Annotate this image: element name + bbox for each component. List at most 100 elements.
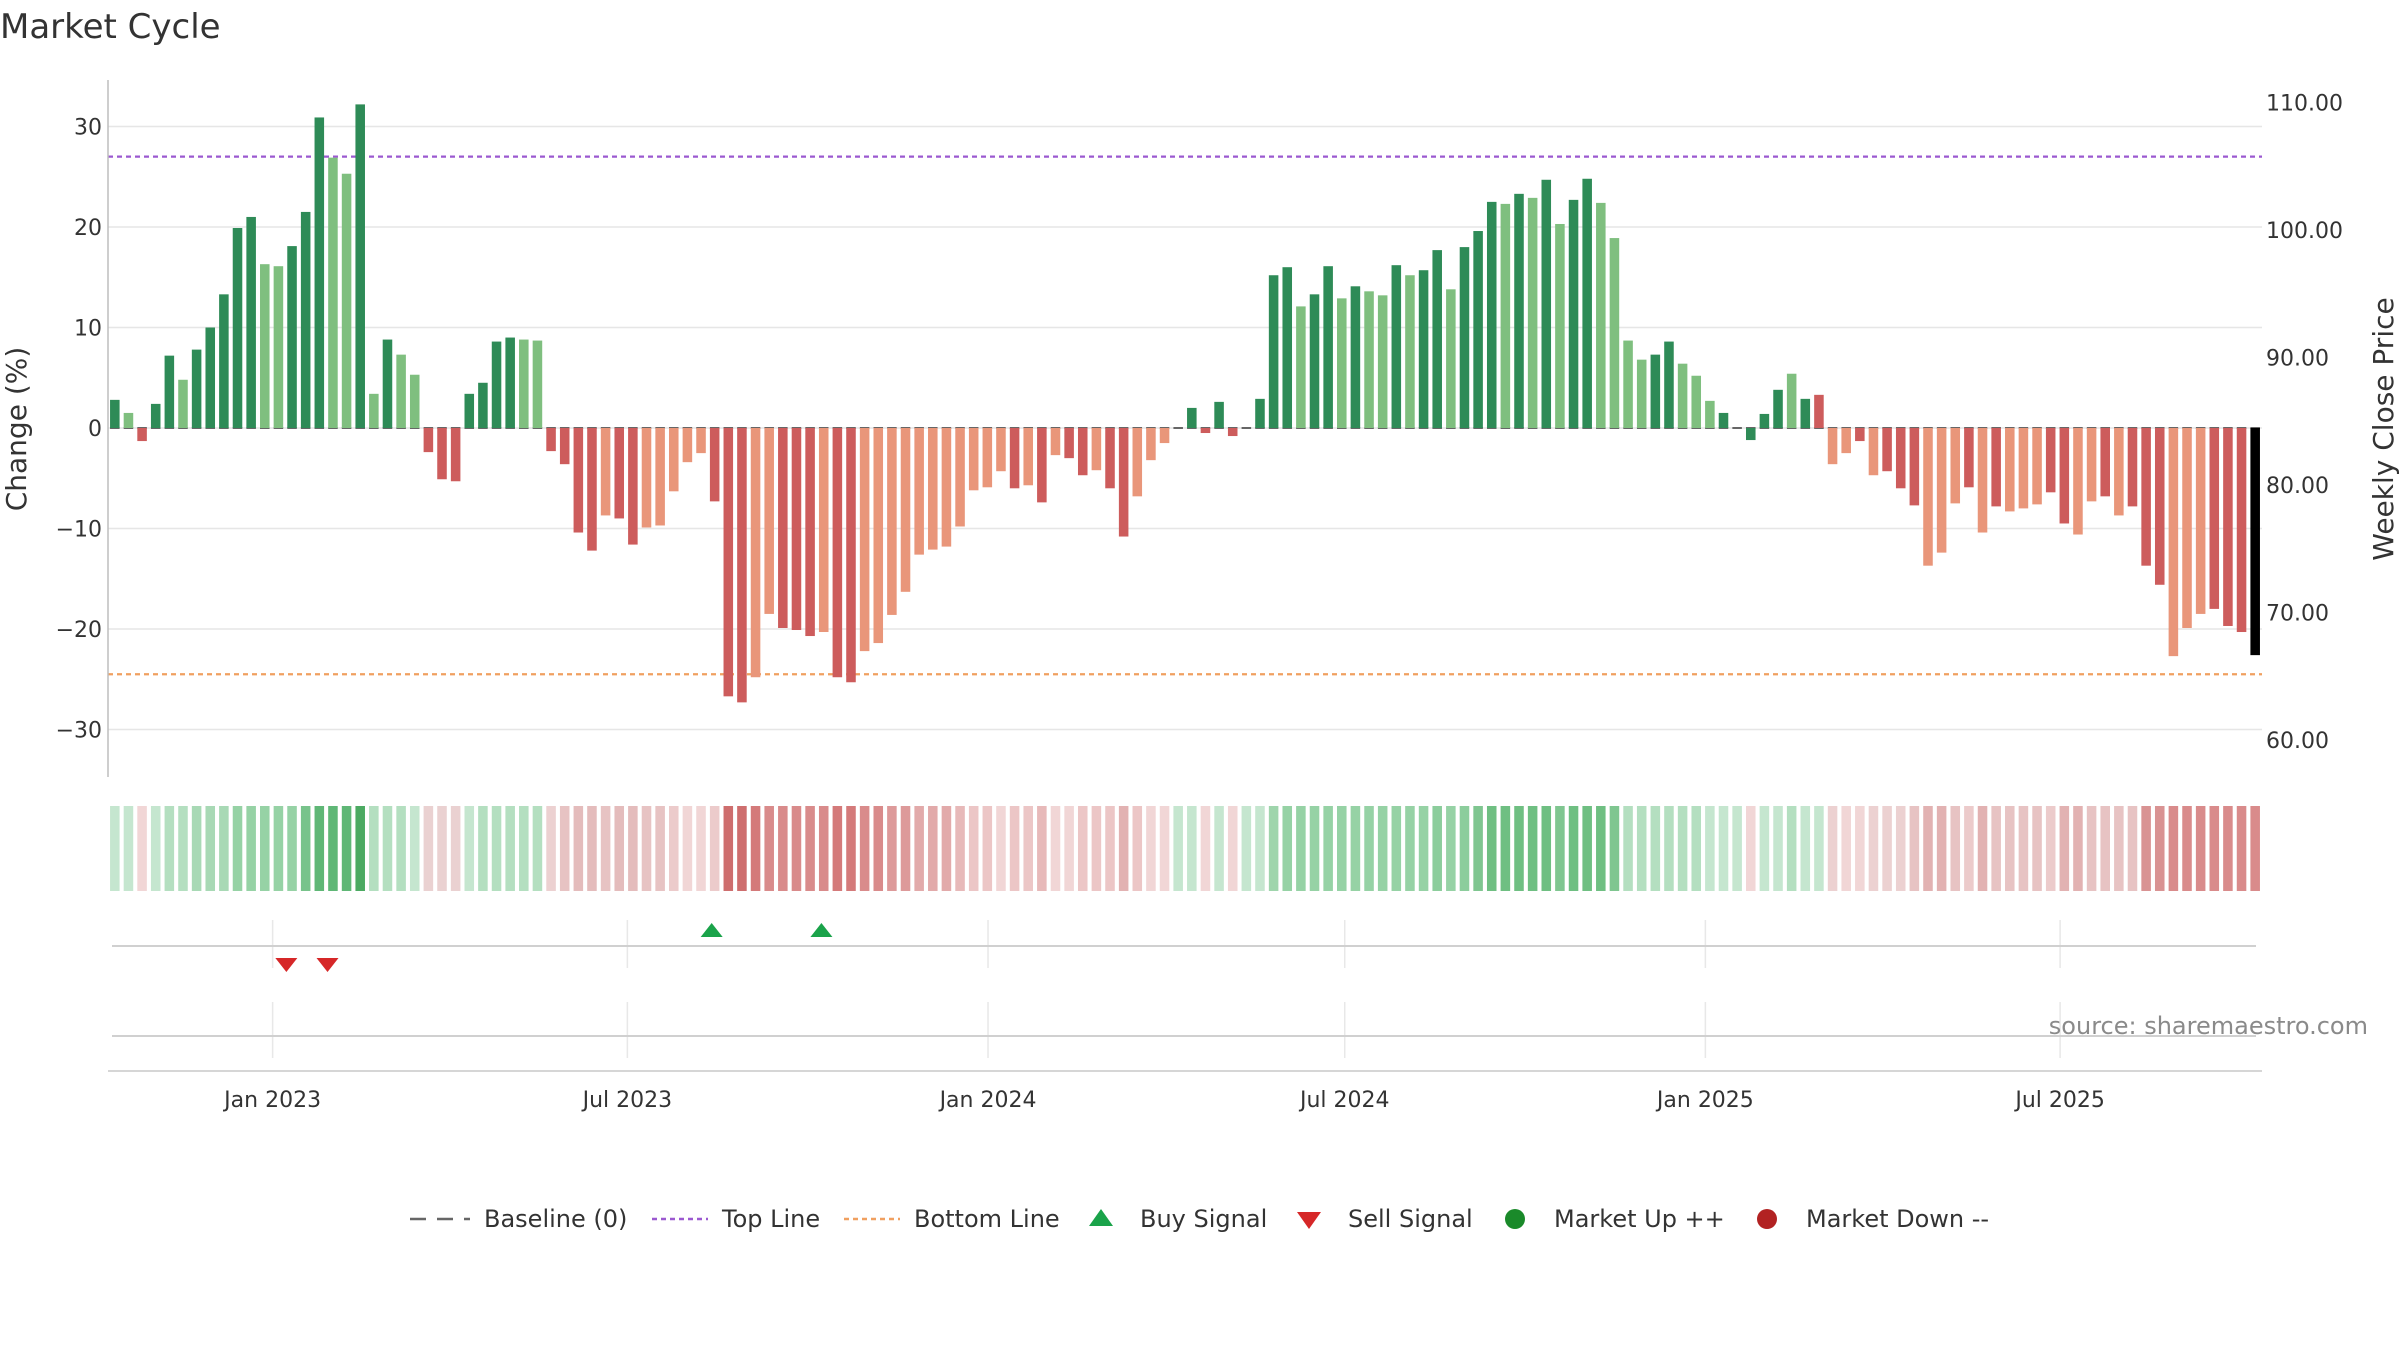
heat-cell: [928, 806, 938, 891]
bar: [2127, 428, 2138, 507]
bar: [996, 428, 1006, 472]
bar: [587, 428, 597, 551]
bar: [641, 428, 652, 528]
heat-cell: [1118, 806, 1129, 891]
heat-cell: [1364, 806, 1374, 891]
heat-cell: [900, 806, 911, 891]
x-tick-label: Jul 2024: [1298, 1088, 1390, 1113]
bar: [2005, 428, 2015, 512]
heat-cell: [805, 806, 815, 891]
heat-cell: [559, 806, 570, 891]
heat-cell: [1064, 806, 1074, 891]
heat-cell: [2250, 806, 2260, 891]
heat-cell: [1350, 806, 1361, 891]
bar: [2086, 428, 2097, 502]
bar: [614, 428, 625, 519]
heat-cell: [1091, 806, 1102, 891]
legend-market-up-label: Market Up ++: [1554, 1205, 1725, 1233]
bar: [628, 428, 638, 545]
legend-sell-signal-swatch: [1297, 1212, 1321, 1229]
bar: [1773, 389, 1783, 428]
heat-cell: [1323, 806, 1333, 891]
heat-cell: [2005, 806, 2015, 891]
heat-cell: [1337, 806, 1347, 891]
heat-cell: [1991, 806, 2001, 891]
heat-cell: [341, 806, 352, 891]
heat-cell: [709, 806, 720, 891]
y2-tick-label: 90.00: [2266, 347, 2329, 372]
bar: [219, 294, 229, 428]
y2-tick-label: 60.00: [2266, 729, 2329, 754]
bar: [382, 339, 393, 428]
bar: [2195, 428, 2206, 614]
bar: [1759, 413, 1770, 428]
heat-cell: [1405, 806, 1415, 891]
heat-cell: [1009, 806, 1020, 891]
bar: [2032, 428, 2042, 505]
heat-cell: [1527, 806, 1538, 891]
bar: [2114, 428, 2124, 516]
heat-cell: [1309, 806, 1320, 891]
heat-cell: [1936, 806, 1947, 891]
heat-cell: [328, 806, 338, 891]
bar: [1309, 294, 1320, 428]
bar: [423, 428, 434, 453]
bar: [409, 374, 420, 428]
bar: [505, 337, 515, 428]
bar: [2154, 428, 2165, 585]
heat-cell: [1377, 806, 1388, 891]
bar: [1132, 428, 1143, 497]
heat-cell: [2086, 806, 2097, 891]
heat-cell: [1882, 806, 1892, 891]
heat-cell: [287, 806, 297, 891]
bar: [123, 412, 134, 428]
bar: [887, 428, 897, 615]
heat-cell: [1173, 806, 1183, 891]
bar: [205, 327, 216, 428]
heat-cell: [232, 806, 243, 891]
bar: [750, 428, 761, 678]
legend-buy-signal-label: Buy Signal: [1140, 1205, 1267, 1233]
heat-cell: [137, 806, 147, 891]
bar: [1446, 289, 1456, 428]
y-tick-label: 0: [88, 417, 102, 442]
bar: [1255, 398, 1265, 428]
heat-cell: [2154, 806, 2165, 891]
bar: [1023, 428, 1033, 486]
x-tick-label: Jul 2025: [2013, 1088, 2105, 1113]
bar: [260, 264, 270, 428]
buy-signal-marker: [810, 923, 833, 937]
legend-bottom-line-label: Bottom Line: [914, 1205, 1060, 1233]
bar: [1459, 247, 1470, 428]
heat-cell: [369, 806, 379, 891]
heat-cell: [1282, 806, 1293, 891]
bar: [1827, 428, 1838, 465]
heat-cell: [859, 806, 870, 891]
bar: [709, 428, 720, 502]
heat-cell: [123, 806, 134, 891]
heat-cell: [110, 806, 120, 891]
bar: [1159, 428, 1170, 444]
bar: [1991, 428, 2001, 507]
heat-cell: [1200, 806, 1211, 891]
y-tick-label: −30: [56, 719, 102, 744]
bar: [1596, 202, 1606, 428]
heat-cell: [1732, 806, 1742, 891]
bar: [2141, 428, 2151, 566]
grid-lines: [108, 125, 2262, 1058]
bar: [1636, 359, 1647, 428]
heat-cell: [2045, 806, 2056, 891]
heat-cell: [1268, 806, 1279, 891]
heat-cell: [750, 806, 761, 891]
bar: [723, 428, 734, 697]
heat-cell: [1500, 806, 1511, 891]
bar: [1486, 201, 1497, 428]
legend: Baseline (0) Top Line Bottom Line Buy Signa…: [410, 1205, 1989, 1233]
heat-cell: [1432, 806, 1442, 891]
heat-cell: [996, 806, 1006, 891]
heat-cell: [1582, 806, 1592, 891]
heat-cell: [968, 806, 979, 891]
bar: [805, 428, 815, 637]
heat-cell: [1609, 806, 1620, 891]
